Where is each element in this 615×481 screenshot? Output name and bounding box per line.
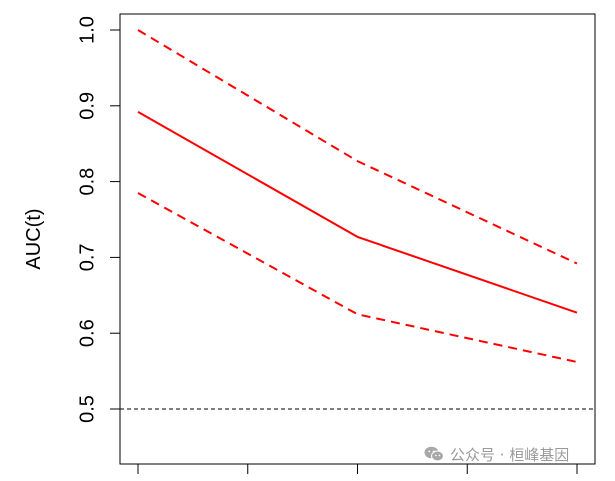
y-tick-label-6: 1.0 <box>76 16 98 44</box>
y-axis: 0.5 0.6 0.7 0.8 0.9 1.0 <box>76 16 121 423</box>
y-tick-label-3: 0.7 <box>76 243 98 271</box>
series-estimate-line <box>137 111 578 314</box>
series-upper-bound-line <box>137 29 578 265</box>
series-lower-bound-line <box>137 192 578 363</box>
watermark: 公众号 · 桓峰基因 <box>424 442 569 466</box>
watermark-text: 公众号 · 桓峰基因 <box>450 445 570 464</box>
y-tick-label-4: 0.8 <box>76 168 98 196</box>
x-ticks <box>137 464 578 474</box>
series-group <box>137 29 578 363</box>
y-tick-label-2: 0.6 <box>76 319 98 347</box>
wechat-icon <box>424 446 444 462</box>
y-axis-label: AUC(t) <box>23 208 45 269</box>
y-tick-label-5: 0.9 <box>76 92 98 120</box>
y-tick-label-1: 0.5 <box>76 395 98 423</box>
